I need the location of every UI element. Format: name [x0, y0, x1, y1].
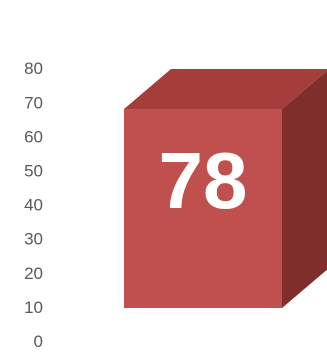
bar-front-face: [124, 109, 282, 309]
bar-side-face: [282, 70, 327, 308]
data-labels: 78: [159, 136, 248, 225]
y-tick-label: 10: [24, 298, 43, 317]
y-tick-label: 0: [34, 332, 43, 351]
bar-data-label: 78: [159, 136, 248, 225]
bar: [124, 69, 327, 309]
y-tick-label: 20: [24, 264, 43, 283]
y-tick-label: 40: [24, 196, 43, 215]
bar-top-face: [124, 69, 327, 110]
y-axis: 0 10 20 30 40 50 60 70 80: [24, 59, 43, 351]
y-tick-label: 70: [24, 93, 43, 112]
y-tick-label: 60: [24, 127, 43, 146]
y-tick-label: 30: [24, 230, 43, 249]
bars: [124, 69, 327, 309]
y-tick-label: 80: [24, 59, 43, 78]
y-tick-label: 50: [24, 162, 43, 181]
